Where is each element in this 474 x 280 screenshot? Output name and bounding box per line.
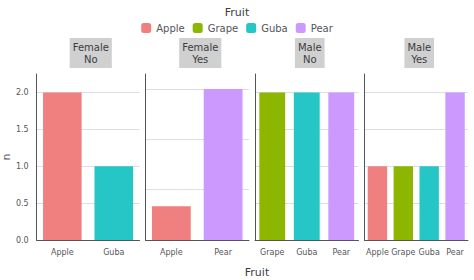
svg-text:Guba: Guba — [419, 248, 440, 257]
svg-text:Guba: Guba — [296, 248, 317, 257]
svg-text:Grape: Grape — [208, 23, 239, 34]
svg-text:Yes: Yes — [191, 54, 208, 65]
svg-text:1.5: 1.5 — [16, 125, 29, 134]
svg-text:Pear: Pear — [332, 248, 350, 257]
svg-text:Apple: Apple — [160, 248, 183, 257]
svg-text:1.0: 1.0 — [16, 162, 29, 171]
svg-text:2.0: 2.0 — [16, 88, 29, 97]
svg-text:Pear: Pear — [311, 23, 334, 34]
svg-text:Grape: Grape — [391, 248, 415, 257]
svg-text:Guba: Guba — [261, 23, 288, 34]
svg-text:Yes: Yes — [410, 54, 427, 65]
svg-text:Guba: Guba — [103, 248, 124, 257]
svg-text:n: n — [0, 153, 13, 160]
svg-text:Female: Female — [182, 42, 218, 53]
svg-text:Grape: Grape — [260, 248, 284, 257]
svg-text:Female: Female — [73, 42, 109, 53]
svg-text:Male: Male — [298, 42, 322, 53]
svg-text:Apple: Apple — [366, 248, 389, 257]
svg-text:Male: Male — [407, 42, 431, 53]
svg-text:0.0: 0.0 — [16, 236, 29, 245]
svg-text:Pear: Pear — [446, 248, 464, 257]
svg-text:Apple: Apple — [51, 248, 74, 257]
svg-text:No: No — [303, 54, 317, 65]
svg-text:Apple: Apple — [156, 23, 184, 34]
svg-text:Pear: Pear — [214, 248, 232, 257]
svg-text:0.5: 0.5 — [16, 199, 29, 208]
svg-text:Fruit: Fruit — [225, 6, 250, 19]
svg-text:No: No — [84, 54, 98, 65]
svg-text:Fruit: Fruit — [245, 266, 270, 279]
